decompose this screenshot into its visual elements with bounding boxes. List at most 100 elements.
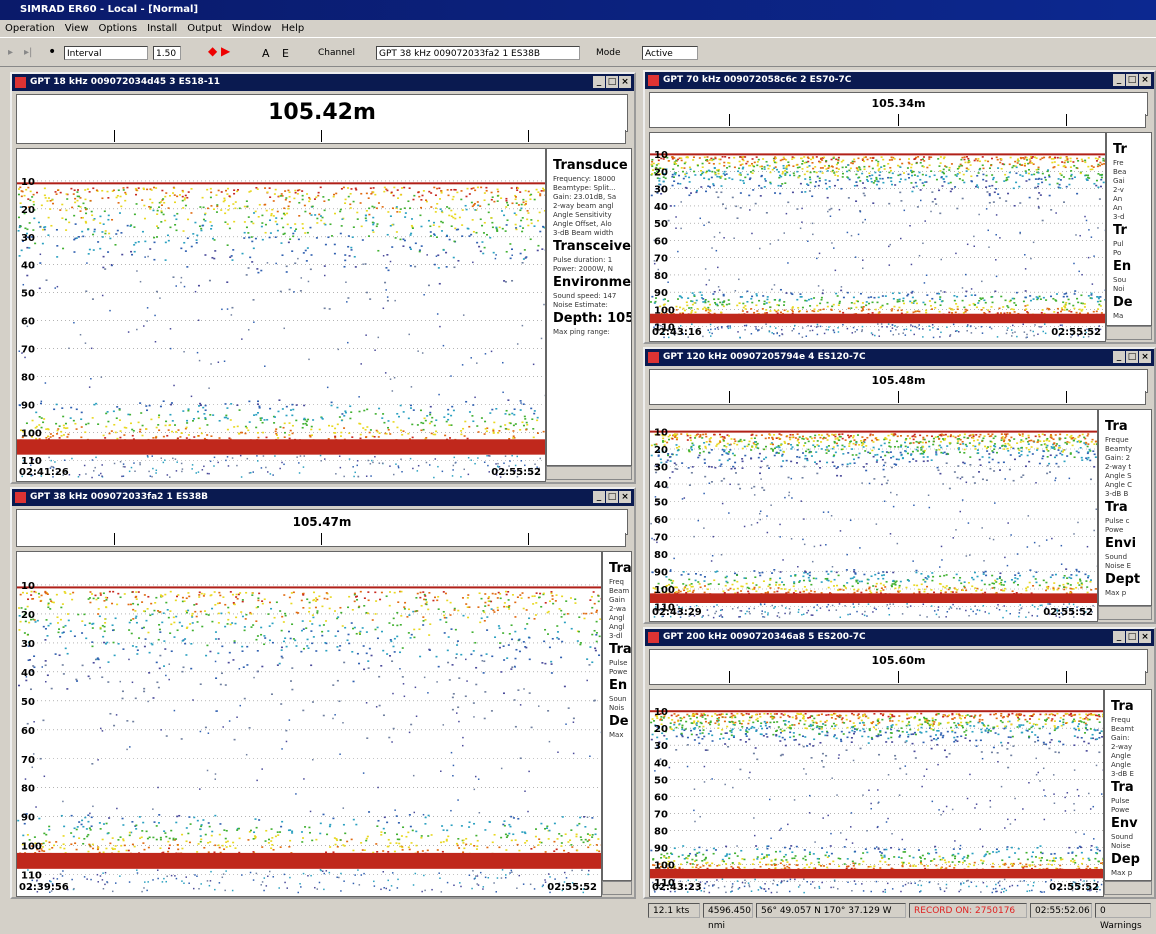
channel-dropdown[interactable]: GPT 38 kHz 009072033fa2 1 ES38B: [376, 46, 580, 60]
echo-dot: [911, 264, 913, 266]
echo-dot: [210, 188, 212, 190]
tool-button[interactable]: A: [262, 47, 270, 60]
echo-dot: [327, 236, 329, 238]
echo-dot: [493, 432, 495, 434]
window-button[interactable]: □: [606, 491, 618, 503]
echo-dot: [157, 869, 159, 871]
echo-dot: [383, 871, 385, 873]
echo-dot: [200, 825, 202, 827]
echo-dot: [511, 624, 513, 626]
echo-dot: [924, 181, 926, 183]
tool-button[interactable]: E: [282, 47, 289, 60]
echo-dot: [549, 830, 551, 832]
menu-item[interactable]: Help: [281, 23, 304, 34]
echo-dot: [1026, 157, 1028, 159]
echo-dot: [390, 641, 392, 643]
echo-dot: [1024, 254, 1026, 256]
echo-dot: [877, 165, 879, 167]
echo-dot: [485, 877, 487, 879]
echo-dot: [146, 189, 148, 191]
echo-dot: [503, 820, 505, 822]
echo-dot: [368, 207, 370, 209]
window-button[interactable]: _: [593, 76, 605, 88]
echo-dot: [248, 191, 250, 193]
echo-dot: [300, 455, 302, 457]
window-button[interactable]: _: [1113, 74, 1125, 86]
echo-dot: [677, 165, 679, 167]
echo-dot: [1022, 175, 1024, 177]
echo-dot: [393, 421, 395, 423]
echo-dot: [297, 193, 299, 195]
echo-dot: [537, 191, 539, 193]
echo-dot: [249, 421, 251, 423]
interval-value[interactable]: 1.50: [153, 46, 181, 60]
echo-dot: [238, 594, 240, 596]
menu-item[interactable]: Options: [99, 23, 138, 34]
echo-dot: [191, 613, 193, 615]
panel-scrollbar[interactable]: [546, 466, 632, 480]
echo-dot: [783, 157, 785, 159]
echo-dot: [269, 408, 271, 410]
echo-dot: [516, 456, 518, 458]
echo-dot: [557, 631, 559, 633]
echo-dot: [564, 872, 566, 874]
window-button[interactable]: ×: [619, 76, 631, 88]
echo-dot: [211, 621, 213, 623]
echo-dot: [187, 237, 189, 239]
echo-dot: [443, 841, 445, 843]
menu-item[interactable]: Operation: [5, 23, 55, 34]
echo-dot: [744, 156, 746, 158]
echo-dot: [376, 825, 378, 827]
echo-dot: [389, 605, 391, 607]
echo-dot: [976, 175, 978, 177]
echo-dot: [74, 635, 76, 637]
echo-dot: [1045, 179, 1047, 181]
menu-item[interactable]: Output: [187, 23, 222, 34]
echo-dot: [78, 236, 80, 238]
echo-dot: [105, 872, 107, 874]
echo-dot: [396, 231, 398, 233]
nav-button[interactable]: ▸: [8, 47, 13, 58]
mode-dropdown[interactable]: Active: [642, 46, 698, 60]
window-button[interactable]: ×: [1139, 74, 1151, 86]
interval-dropdown[interactable]: Interval: [64, 46, 148, 60]
echo-dot: [909, 225, 911, 227]
window-button[interactable]: □: [606, 76, 618, 88]
echo-dot: [114, 655, 116, 657]
window-button[interactable]: □: [1126, 74, 1138, 86]
echo-dot: [452, 217, 454, 219]
menu-item[interactable]: Install: [147, 23, 177, 34]
depth-label: 110: [21, 871, 42, 882]
echo-dot: [556, 849, 558, 851]
panel-scrollbar[interactable]: [602, 881, 632, 895]
panel-line: Powe: [609, 668, 631, 677]
echo-dot: [530, 219, 532, 221]
echo-dot: [1031, 174, 1033, 176]
echo-dot: [246, 646, 248, 648]
nav-button[interactable]: ▸|: [24, 47, 32, 58]
echo-dot: [227, 209, 229, 211]
echo-dot: [62, 603, 64, 605]
echo-dot: [344, 202, 346, 204]
echo-dot: [228, 205, 230, 207]
echo-dot: [149, 248, 151, 250]
menu-item[interactable]: View: [65, 23, 89, 34]
echo-dot: [289, 877, 291, 879]
window-button[interactable]: ×: [619, 491, 631, 503]
echo-dot: [447, 419, 449, 421]
echo-dot: [548, 873, 550, 875]
echo-dot: [690, 307, 692, 309]
echo-dot: [714, 173, 716, 175]
echo-dot: [872, 202, 874, 204]
echo-dot: [480, 218, 482, 220]
menu-item[interactable]: Window: [232, 23, 271, 34]
echo-dot: [1044, 177, 1046, 179]
echo-dot: [963, 174, 965, 176]
window-button[interactable]: _: [593, 491, 605, 503]
echo-dot: [289, 196, 291, 198]
echo-dot: [411, 634, 413, 636]
echo-dot: [424, 823, 426, 825]
echo-dot: [851, 302, 853, 304]
echo-dot: [543, 593, 545, 595]
echo-dot: [115, 882, 117, 884]
